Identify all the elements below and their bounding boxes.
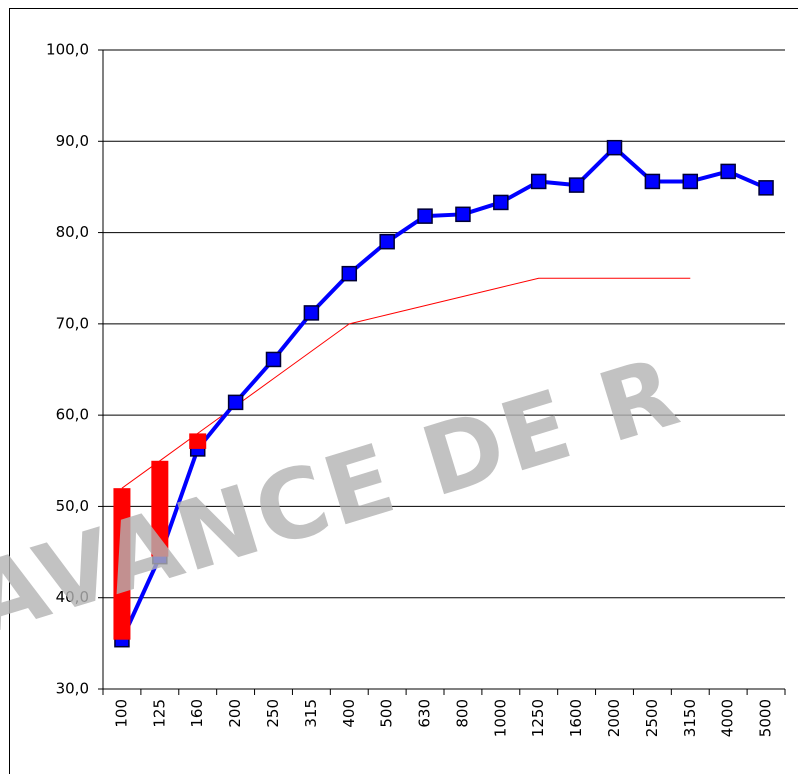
- x-tick-label: 500: [378, 699, 396, 728]
- watermark: AVANCE DE R: [0, 335, 692, 657]
- x-tick-label: 3150: [681, 699, 699, 737]
- x-tick-label: 250: [264, 699, 282, 728]
- reference-line: [121, 277, 691, 489]
- x-tick-label: 5000: [757, 699, 775, 737]
- x-tick-label: 4000: [719, 699, 737, 737]
- y-tick-label: 70,0: [56, 314, 89, 332]
- marker: [758, 180, 774, 196]
- marker: [265, 351, 282, 368]
- deficiency-bar: [151, 460, 169, 557]
- y-tick-label: 100,0: [46, 41, 89, 59]
- y-tick-label: 30,0: [56, 680, 89, 698]
- x-tick-label: 400: [340, 699, 358, 728]
- deficiency-bar: [189, 433, 207, 449]
- x-tick-label: 315: [302, 699, 320, 728]
- marker: [606, 139, 623, 156]
- y-tick-label: 80,0: [56, 223, 89, 241]
- y-tick-label: 60,0: [56, 406, 89, 424]
- y-tick-label: 50,0: [56, 497, 89, 515]
- y-tick-label: 40,0: [56, 588, 89, 606]
- x-tick-label: 125: [150, 699, 168, 728]
- x-tick-label: 2000: [605, 699, 623, 737]
- marker: [568, 177, 585, 193]
- marker: [493, 194, 509, 211]
- x-tick-label: 200: [226, 699, 244, 728]
- x-tick-label: 800: [453, 699, 471, 728]
- marker: [720, 163, 736, 180]
- marker: [417, 208, 433, 224]
- marker: [341, 265, 358, 282]
- marker: [682, 173, 699, 190]
- marker: [530, 173, 547, 190]
- x-tick-label: 1250: [529, 699, 547, 737]
- x-tick-label: 100: [112, 699, 130, 728]
- marker: [644, 173, 661, 190]
- y-tick-label: 90,0: [56, 132, 89, 150]
- marker: [227, 394, 244, 411]
- marker: [379, 233, 395, 250]
- x-tick-label: 160: [188, 699, 206, 728]
- marker: [455, 206, 471, 223]
- deficiency-bar: [113, 488, 131, 640]
- x-tick-label: 1000: [491, 699, 509, 737]
- x-tick-label: 630: [416, 699, 434, 728]
- x-tick-label: 1600: [567, 699, 585, 737]
- marker: [303, 305, 320, 321]
- x-tick-label: 2500: [643, 699, 661, 737]
- chart-border: [9, 8, 798, 774]
